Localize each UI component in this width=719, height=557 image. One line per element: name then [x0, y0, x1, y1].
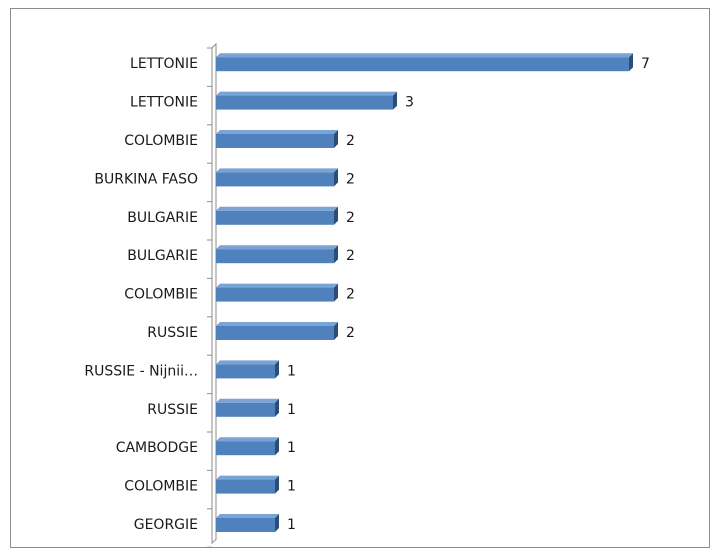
bar-2 — [216, 91, 397, 110]
bar-side-face — [275, 475, 279, 494]
bar-side-face — [629, 53, 633, 72]
bar-side-face — [275, 437, 279, 456]
bar-11 — [216, 437, 279, 456]
bar-8 — [216, 322, 338, 340]
category-label: RUSSIE — [147, 325, 198, 341]
bar-side-face — [275, 398, 279, 417]
bar-6 — [216, 245, 338, 264]
bar-side-face — [275, 514, 279, 532]
bar-front-face — [216, 57, 629, 72]
bar-1 — [216, 53, 633, 72]
labels: LETTONIE 7 LETTONIE 3 COLOMBIE 2 BURKINA FASO 2… — [84, 56, 650, 533]
axis-wall — [211, 42, 217, 545]
value-label: 2 — [346, 171, 355, 187]
bar-top-face — [216, 53, 633, 58]
bar-front-face — [216, 172, 334, 187]
bar-front-face — [216, 134, 334, 148]
value-label: 2 — [346, 325, 355, 341]
bar-top-face — [216, 322, 338, 326]
category-label: BURKINA FASO — [94, 171, 198, 187]
bar-front-face — [216, 479, 275, 494]
category-label: RUSSIE - Nijnii… — [84, 363, 198, 379]
category-label: CAMBODGE — [116, 440, 198, 456]
bar-top-face — [216, 437, 279, 442]
bar-12 — [216, 475, 279, 494]
bar-side-face — [275, 360, 279, 379]
value-label: 1 — [287, 479, 296, 495]
value-label: 1 — [287, 402, 296, 418]
bar-top-face — [216, 360, 279, 365]
bar-13 — [216, 514, 279, 532]
chart-axis — [207, 42, 217, 547]
bar-4 — [216, 168, 338, 187]
category-label: GEORGIE — [134, 517, 198, 533]
bar-chart: LETTONIE 7 LETTONIE 3 COLOMBIE 2 BURKINA FASO 2… — [84, 42, 650, 547]
bar-side-face — [334, 245, 338, 264]
category-label: BULGARIE — [127, 248, 198, 264]
bar-top-face — [216, 245, 338, 250]
bar-front-face — [216, 402, 275, 417]
bar-top-face — [216, 398, 279, 403]
bar-5 — [216, 206, 338, 225]
bar-side-face — [334, 130, 338, 148]
category-label: BULGARIE — [127, 210, 198, 226]
value-label: 2 — [346, 133, 355, 149]
bar-top-face — [216, 475, 279, 480]
bar-top-face — [216, 514, 279, 518]
bar-front-face — [216, 326, 334, 340]
value-label: 3 — [405, 95, 414, 111]
chart-frame: LETTONIE 7 LETTONIE 3 COLOMBIE 2 BURKINA FASO 2… — [10, 8, 710, 548]
category-label: LETTONIE — [130, 56, 198, 72]
bars — [216, 53, 633, 532]
bar-top-face — [216, 130, 338, 134]
category-label: RUSSIE — [147, 402, 198, 418]
category-label: COLOMBIE — [124, 133, 198, 149]
bar-front-face — [216, 441, 275, 456]
category-label: COLOMBIE — [124, 479, 198, 495]
bar-3 — [216, 130, 338, 148]
bar-side-face — [334, 168, 338, 187]
value-label: 2 — [346, 248, 355, 264]
bar-side-face — [334, 322, 338, 340]
bar-side-face — [393, 91, 397, 110]
bar-10 — [216, 398, 279, 417]
value-label: 1 — [287, 363, 296, 379]
bar-front-face — [216, 287, 334, 302]
bar-7 — [216, 283, 338, 302]
bar-front-face — [216, 95, 393, 110]
bar-side-face — [334, 283, 338, 302]
category-label: COLOMBIE — [124, 287, 198, 303]
value-label: 1 — [287, 517, 296, 533]
bar-front-face — [216, 210, 334, 225]
bar-side-face — [334, 206, 338, 225]
bar-9 — [216, 360, 279, 379]
bar-top-face — [216, 206, 338, 211]
bar-top-face — [216, 91, 397, 96]
bar-front-face — [216, 249, 334, 264]
value-label: 2 — [346, 287, 355, 303]
bar-front-face — [216, 518, 275, 532]
value-label: 2 — [346, 210, 355, 226]
value-label: 7 — [641, 56, 650, 72]
category-label: LETTONIE — [130, 95, 198, 111]
bar-top-face — [216, 168, 338, 173]
bar-front-face — [216, 364, 275, 379]
value-label: 1 — [287, 440, 296, 456]
bar-top-face — [216, 283, 338, 288]
